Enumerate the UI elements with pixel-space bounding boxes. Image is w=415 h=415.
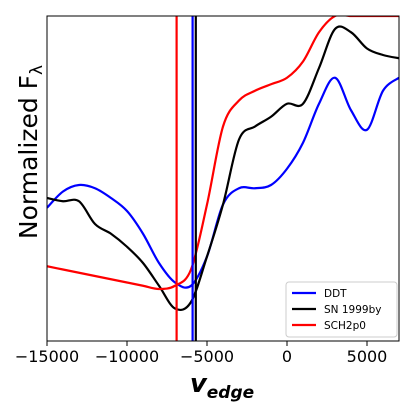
y-axis-label: Normalized Fλ <box>14 65 47 239</box>
x-tick-label: −15000 <box>15 347 79 366</box>
x-axis-label: vedge <box>190 369 254 403</box>
x-tick-label: 5000 <box>347 347 388 366</box>
series-line-ddt <box>47 76 399 289</box>
axes-frame <box>46 15 400 342</box>
vertical-lines-layer <box>175 16 197 341</box>
x-tick-label: 0 <box>282 347 292 366</box>
legend-label: SN 1999by <box>324 304 381 316</box>
lines-layer <box>47 16 399 312</box>
x-tick-label: −5000 <box>180 347 234 366</box>
legend-label: DDT <box>324 288 347 300</box>
x-tick-label: −10000 <box>95 347 159 366</box>
legend: DDT SN 1999by SCH2p0 <box>285 281 398 338</box>
axes-layer: −15000 −10000 −5000 0 5000 <box>15 15 400 366</box>
series-line-sn-1999by <box>47 25 399 312</box>
legend-box <box>285 281 398 338</box>
series-line-sch2p0 <box>47 16 399 291</box>
legend-label: SCH2p0 <box>324 320 366 332</box>
